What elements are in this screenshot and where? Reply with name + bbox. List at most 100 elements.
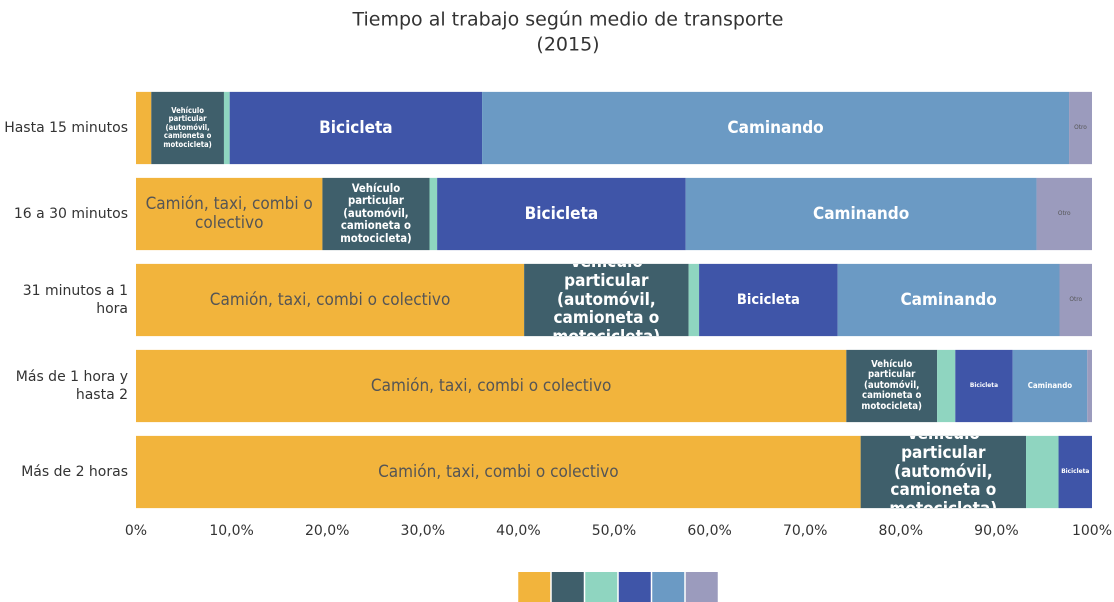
bar-segment: [846, 349, 938, 423]
segment-label: Camión, taxi, combi o colectivo: [145, 194, 313, 233]
x-tick-label: 50,0%: [592, 523, 636, 539]
segment-label-box: Caminando: [727, 117, 824, 138]
y-tick-label: 16 a 30 minutos: [13, 205, 128, 222]
segment-label: Vehículo particular (automóvil, camionet…: [889, 436, 997, 508]
y-tick-label-box: Hasta 15 minutos: [4, 119, 128, 136]
segment-label-box: Bicicleta: [319, 117, 393, 138]
legend-swatch: [518, 572, 551, 602]
bar-segment: [1058, 435, 1092, 509]
segment-label-box: Vehículo particular (automóvil, camionet…: [861, 358, 922, 412]
bar-segment: [837, 263, 1060, 337]
bar-segment: [1026, 435, 1059, 509]
segment-label-box: Otro: [1069, 295, 1083, 304]
segment-label-box: Otro: [1057, 209, 1071, 218]
segment-label: Bicicleta: [1061, 467, 1090, 476]
segment-label-box: Vehículo particular (automóvil, camionet…: [163, 106, 212, 149]
segment-label: Otro: [1074, 123, 1087, 132]
x-tick-label: 60,0%: [687, 523, 731, 539]
bar-segment: [524, 263, 689, 337]
bar-segment: [860, 435, 1027, 509]
bar-segment: [685, 177, 1037, 251]
segment-label-box: Camión, taxi, combi o colectivo: [370, 375, 612, 396]
segment-label-box: Caminando: [1027, 380, 1073, 390]
x-tick-label: 20,0%: [305, 523, 349, 539]
x-tick-label: 100%: [1072, 523, 1112, 539]
chart-subtitle: (2015): [536, 34, 599, 56]
segment-label: Otro: [1069, 295, 1083, 304]
segment-label: Bicicleta: [319, 117, 393, 138]
segment-label: Vehículo particular (automóvil, camionet…: [861, 358, 922, 412]
y-tick-label-box: Más de 1 hora y hasta 2: [15, 368, 128, 403]
segment-label-box: Caminando: [900, 289, 997, 310]
segment-label-box: Vehículo particular (automóvil, camionet…: [552, 264, 660, 336]
segment-label-box: Bicicleta: [969, 381, 999, 390]
segment-label: Bicicleta: [524, 203, 599, 224]
segment-label: Camión, taxi, combi o colectivo: [378, 461, 619, 482]
segment-label-box: Camión, taxi, combi o colectivo: [145, 194, 313, 233]
bar-segment: [229, 91, 483, 165]
segment-label-box: Bicicleta: [736, 290, 800, 308]
bar-segment: [151, 91, 224, 165]
bar-segment: [699, 263, 838, 337]
segment-label-box: Bicicleta: [524, 203, 599, 224]
bar-segment: [1059, 263, 1092, 337]
segment-label: Caminando: [900, 289, 997, 310]
segment-label: Caminando: [727, 117, 824, 138]
segment-label-box: Otro: [1074, 123, 1087, 132]
segment-label: Camión, taxi, combi o colectivo: [209, 289, 451, 310]
x-tick-label: 30,0%: [401, 523, 445, 539]
segment-label-box: Caminando: [812, 203, 910, 224]
bar-segment: [136, 263, 525, 337]
chart-title: Tiempo al trabajo según medio de transpo…: [352, 9, 784, 31]
y-tick-label: Más de 2 horas: [21, 463, 128, 480]
segment-label-box: Camión, taxi, combi o colectivo: [209, 289, 451, 310]
bar-segment: [136, 177, 323, 251]
bar-segment: [955, 349, 1013, 423]
y-tick-label-box: 16 a 30 minutos: [13, 205, 128, 222]
legend-swatch: [652, 572, 685, 602]
segment-label: Caminando: [1027, 380, 1073, 390]
bar-segment: [1087, 349, 1092, 423]
segment-label: Vehículo particular (automóvil, camionet…: [340, 182, 412, 245]
legend-swatch: [685, 572, 718, 602]
bar-segment: [136, 91, 152, 165]
legend-swatch: [551, 572, 584, 602]
bar-segment: [688, 263, 700, 337]
bar-segment: [136, 435, 861, 509]
segment-label: Bicicleta: [736, 290, 800, 308]
bar-segment: [1069, 91, 1092, 165]
segment-label-box: Vehículo particular (automóvil, camionet…: [340, 182, 412, 245]
segment-label: Bicicleta: [969, 381, 999, 390]
bar-segment: [1012, 349, 1088, 423]
x-tick-label: 70,0%: [783, 523, 827, 539]
x-tick-label: 80,0%: [879, 523, 923, 539]
x-tick-label: 10,0%: [209, 523, 253, 539]
segment-label-box: Camión, taxi, combi o colectivo: [378, 461, 619, 482]
segment-label: Vehículo particular (automóvil, camionet…: [552, 264, 660, 336]
legend-swatch: [585, 572, 618, 602]
bar-segment: [322, 177, 430, 251]
bar-segment: [223, 91, 230, 165]
x-tick-label: 90,0%: [974, 523, 1018, 539]
bar-segment: [136, 349, 847, 423]
bar-segment: [437, 177, 686, 251]
segment-label: Caminando: [812, 203, 910, 224]
segment-label: Camión, taxi, combi o colectivo: [370, 375, 612, 396]
bar-segment: [482, 91, 1070, 165]
x-tick-label: 40,0%: [496, 523, 540, 539]
segment-label: Otro: [1057, 209, 1071, 218]
y-tick-label-box: 31 minutos a 1 hora: [22, 282, 128, 317]
bar-segment: [1036, 177, 1092, 251]
y-tick-label-box: Más de 2 horas: [21, 463, 128, 480]
segment-label-box: Vehículo particular (automóvil, camionet…: [889, 436, 997, 508]
bar-segment: [429, 177, 438, 251]
x-tick-label: 0%: [125, 523, 147, 539]
legend-swatch: [618, 572, 651, 602]
segment-label: Vehículo particular (automóvil, camionet…: [163, 106, 212, 149]
y-tick-label: 31 minutos a 1 hora: [22, 282, 128, 317]
y-tick-label: Hasta 15 minutos: [4, 119, 128, 136]
y-tick-label: Más de 1 hora y hasta 2: [15, 368, 128, 403]
segment-label-box: Bicicleta: [1061, 467, 1090, 476]
bar-segment: [937, 349, 956, 423]
